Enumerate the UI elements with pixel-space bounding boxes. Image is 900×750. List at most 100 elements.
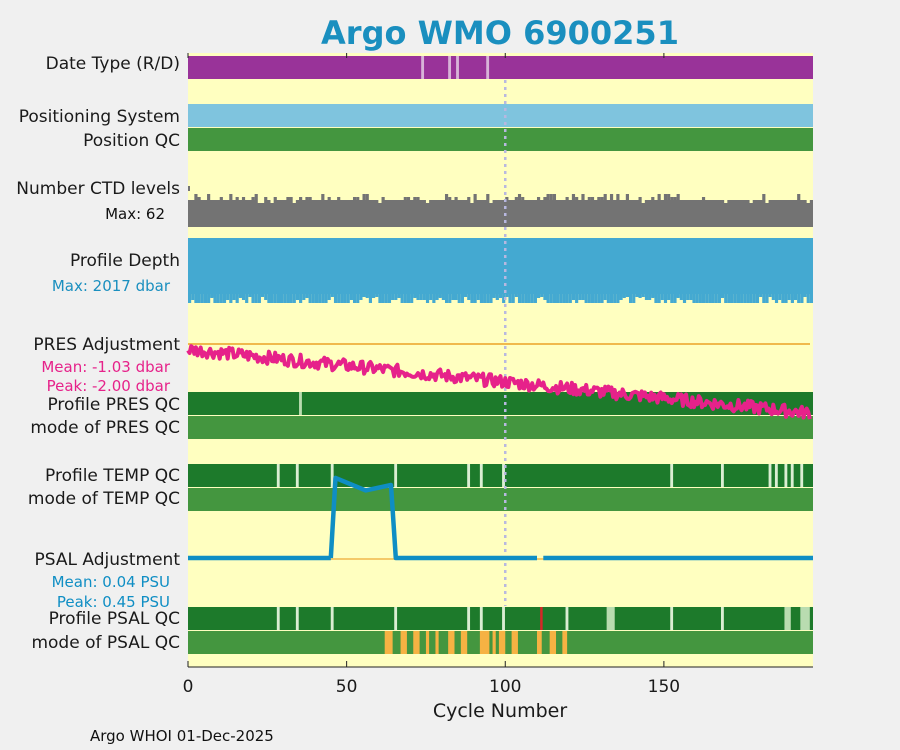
label-psal-adjustment: PSAL Adjustment [35, 550, 181, 570]
date-type-gap [486, 56, 490, 79]
ctd-level-bar [587, 197, 591, 200]
profile-depth-bar [616, 294, 620, 303]
date-type-gap [448, 56, 452, 79]
profile-depth-bar [295, 294, 300, 300]
profile-depth-bar [648, 294, 652, 300]
temp-mode-fill [188, 488, 813, 511]
profile-depth-bar [241, 294, 246, 300]
ctd-level-bar [590, 197, 595, 200]
ctd-level-bar [197, 197, 201, 200]
profile-depth-bar [356, 294, 360, 303]
ctd-level-bar [219, 197, 223, 200]
profile-depth-bar [222, 294, 227, 303]
ctd-level-bar [581, 194, 585, 200]
profile-depth-bar [774, 294, 779, 303]
profile-depth-bar [419, 294, 423, 300]
ctd-level-notch [292, 200, 296, 203]
profile-depth-bar [289, 294, 293, 303]
profile-depth-bar [429, 294, 433, 300]
profile-depth-bar [727, 294, 731, 303]
profile-depth-bar [524, 294, 528, 303]
profile-depth-bar [724, 294, 728, 303]
ctd-level-bar [673, 197, 677, 200]
profile-depth-bar [359, 294, 363, 300]
pres-qc-gap [299, 392, 302, 415]
profile-depth-bar [517, 294, 522, 303]
chart-title: Argo WMO 6900251 [321, 14, 679, 52]
profile-depth-bar [714, 294, 718, 303]
psal-mode-orange [562, 631, 568, 654]
psal-qc-gap [502, 607, 505, 630]
temp-qc-gap [790, 464, 794, 487]
profile-depth-bar [755, 294, 760, 303]
ctd-level-notch [260, 200, 265, 203]
profile-depth-spike [622, 290, 626, 298]
profile-depth-bar [235, 294, 239, 303]
label-date-type: Date Type (R/D) [46, 54, 180, 74]
profile-depth-bar [441, 294, 445, 300]
temp-qc-gap [800, 464, 804, 487]
ctd-level-notch [806, 200, 810, 203]
label-profile-depth: Profile Depth [70, 251, 180, 271]
profile-depth-bar [467, 294, 471, 300]
profile-depth-bar [575, 294, 579, 303]
profile-depth-spike [365, 290, 369, 298]
label-positioning-system: Positioning System [19, 107, 180, 127]
profile-depth-bar [425, 294, 430, 303]
profile-depth-bar [606, 294, 610, 303]
profile-depth-bar [641, 294, 645, 297]
profile-depth-bar [559, 294, 563, 303]
profile-depth-bar [765, 294, 769, 303]
profile-depth-bar [352, 294, 357, 303]
profile-depth-bar [368, 294, 373, 303]
profile-depth-bar [806, 294, 810, 303]
ctd-level-bar [543, 197, 547, 200]
ctd-level-bar [416, 197, 420, 200]
profile-depth-bar [495, 294, 499, 300]
profile-depth-bar [578, 294, 582, 300]
ctd-level-bar [657, 194, 661, 200]
psal-qc-fill [188, 607, 813, 630]
psal-mode-orange [549, 631, 557, 654]
ctd-level-bar [597, 197, 601, 200]
profile-depth-spike [492, 290, 496, 298]
footer-credit: Argo WHOI 01-Dec-2025 [90, 727, 274, 745]
profile-depth-bar [679, 294, 683, 300]
ctd-level-bar [575, 197, 579, 200]
psal-mode-orange [384, 631, 393, 654]
profile-depth-bar [203, 294, 208, 303]
label-mode-temp-qc: mode of TEMP QC [28, 489, 180, 509]
ctd-level-notch [270, 200, 274, 203]
psal-qc-light [800, 607, 810, 630]
profile-depth-bar [346, 294, 350, 303]
ctd-level-notch [489, 200, 493, 203]
profile-depth-bar [793, 294, 798, 300]
profile-depth-bar [571, 294, 576, 300]
profile-depth-bar [213, 294, 217, 303]
ctd-level-bar [514, 197, 518, 200]
profile-depth-bar [476, 294, 480, 300]
ctd-level-bar [797, 194, 801, 200]
profile-depth-bar [733, 294, 737, 303]
ctd-level-bar [264, 197, 268, 200]
psal-adjustment-series [188, 475, 813, 561]
ctd-level-bar [676, 194, 680, 200]
profile-depth-bar [486, 294, 490, 303]
ctd-level-bar [235, 197, 239, 200]
profile-depth-bar [587, 294, 591, 303]
psal-qc-gap [330, 607, 334, 630]
profile-depth-bar [711, 294, 715, 303]
profile-depth-bar [752, 294, 756, 303]
temp-qc-gap [784, 464, 788, 487]
ctd-level-notch [749, 200, 753, 203]
profile-depth-bar [689, 294, 693, 300]
ctd-level-bar [762, 194, 766, 200]
profile-depth-bar [717, 294, 721, 303]
x-axis-ticks: 0 50 100 150 [183, 53, 680, 697]
x-tick-label: 0 [183, 677, 194, 697]
ctd-level-bar [505, 197, 509, 200]
profile-temp-qc-band [188, 464, 813, 487]
ctd-level-bar [517, 194, 522, 200]
profile-depth-bar [511, 294, 515, 303]
profile-depth-spike [638, 290, 642, 298]
